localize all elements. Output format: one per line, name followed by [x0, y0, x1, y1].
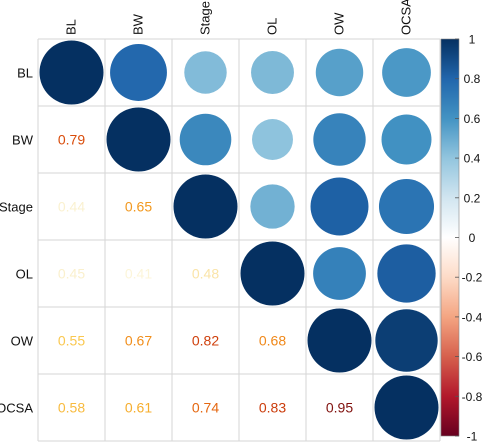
corr-value-ow-stage: 0.82 [192, 333, 219, 349]
corr-value-stage-bw: 0.65 [125, 199, 152, 215]
legend-tick-label: 0.8 [464, 72, 481, 86]
corr-value-ow-bl: 0.55 [58, 333, 85, 349]
legend-tick-label: 0.4 [464, 152, 481, 166]
col-label-ocsa: OCSA [399, 0, 414, 35]
corr-circle-bw-bw [106, 107, 171, 172]
legend-tick-label: 0 [469, 231, 476, 245]
corr-circle-ol-ol [240, 241, 305, 306]
corr-circle-ol-ocsa [377, 244, 436, 303]
upper-triangle-circles [39, 40, 439, 440]
legend-tick-label: 1 [469, 33, 476, 47]
row-label-ocsa: OCSA [0, 401, 33, 416]
legend-tick-label: 0.6 [464, 112, 481, 126]
corr-value-ocsa-stage: 0.74 [192, 400, 219, 416]
col-label-ow: OW [332, 12, 347, 35]
matrix-grid [37, 38, 441, 442]
corr-value-ol-bw: 0.41 [125, 266, 152, 282]
corr-circle-bw-stage [179, 113, 232, 166]
legend-tick-label: -1 [467, 430, 478, 443]
corr-circle-bl-bl [39, 40, 104, 105]
corr-circle-ol-ow [313, 247, 366, 300]
corr-value-ocsa-bw: 0.61 [125, 400, 152, 416]
legend-tick-label: -0.4 [462, 310, 483, 324]
corr-circle-bl-ocsa [382, 48, 431, 97]
legend-tick-label: -0.8 [462, 390, 483, 404]
legend-tick-label: -0.2 [462, 271, 483, 285]
corr-value-ol-stage: 0.48 [192, 266, 219, 282]
lower-triangle-values: 0.79 0.44 0.65 0.45 0.41 0.48 0.55 0.67 0.82 0.68… [58, 132, 353, 416]
corr-value-ow-ol: 0.68 [259, 333, 286, 349]
corr-value-ocsa-bl: 0.58 [58, 400, 85, 416]
corr-circle-ocsa-ocsa [374, 375, 439, 440]
row-labels: BL BW Stage OL OW OCSA [0, 66, 34, 416]
corr-circle-bw-ocsa [381, 114, 432, 165]
corr-value-bw-bl: 0.79 [58, 132, 85, 148]
corr-value-stage-bl: 0.44 [58, 199, 85, 215]
corr-circle-bw-ol [252, 119, 293, 160]
corr-circle-ow-ocsa [375, 309, 438, 372]
corr-circle-bl-stage [184, 51, 227, 94]
col-label-bw: BW [131, 13, 146, 35]
corr-circle-bl-bw [110, 44, 167, 101]
legend-tick-label: 0.2 [464, 191, 481, 205]
corr-circle-stage-ow [310, 177, 369, 236]
color-legend: 1 0.8 0.6 0.4 0.2 0 -0.2 -0.4 -0.6 -0.8 -1 [440, 33, 483, 443]
col-label-stage: Stage [198, 1, 213, 35]
corr-value-ow-bw: 0.67 [125, 333, 152, 349]
corr-value-ocsa-ow: 0.95 [326, 400, 353, 416]
corr-value-ol-bl: 0.45 [58, 266, 85, 282]
corr-circle-bw-ow [313, 113, 366, 166]
corr-circle-stage-ocsa [378, 178, 435, 235]
row-label-bl: BL [17, 66, 33, 81]
legend-tick-label: -0.6 [462, 350, 483, 364]
col-label-ol: OL [265, 18, 280, 35]
corr-value-ocsa-ol: 0.83 [259, 400, 286, 416]
column-labels: BL BW Stage OL OW OCSA [64, 0, 414, 35]
row-label-ol: OL [16, 267, 33, 282]
corr-circle-bl-ol [251, 51, 294, 94]
corr-circle-stage-stage [173, 174, 238, 239]
col-label-bl: BL [64, 19, 79, 35]
corr-circle-stage-ol [250, 184, 295, 229]
corr-circle-ow-ow [307, 308, 372, 373]
row-label-ow: OW [11, 334, 34, 349]
row-label-stage: Stage [0, 200, 33, 215]
row-label-bw: BW [12, 133, 34, 148]
corr-circle-bl-ow [315, 48, 364, 97]
